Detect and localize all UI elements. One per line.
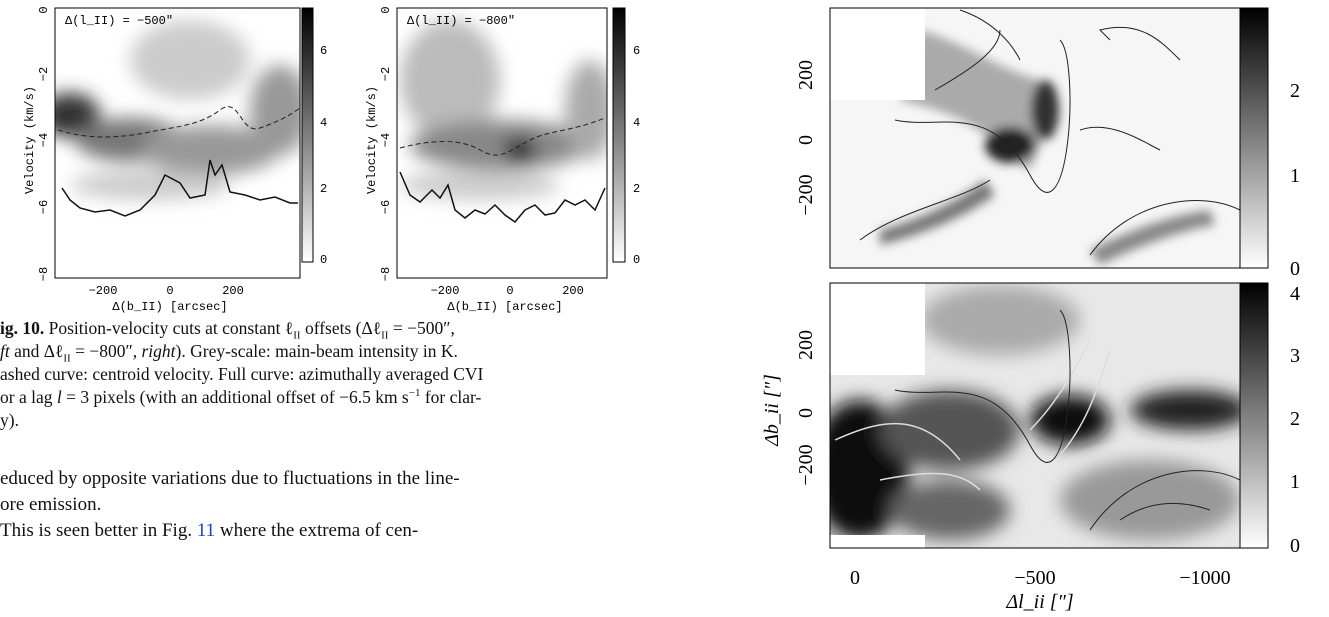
colorbar: [301, 7, 314, 263]
y-axis-label: Velocity (km/s): [365, 86, 379, 194]
colorbar-tick-label: 2: [633, 182, 640, 196]
caption-line: ft and ΔℓII = −800″, right). Grey-scale:…: [0, 341, 458, 365]
x-tick-label: 0: [506, 284, 513, 298]
intensity-map-top: [830, 8, 1240, 268]
panel-label: Δ(l_II) = −800″: [407, 14, 515, 28]
y-tick-label: 0: [795, 408, 817, 418]
y-tick-label: 0: [37, 6, 51, 13]
panel-label: Δ(l_II) = −500″: [65, 14, 173, 28]
y-tick-label: 200: [795, 60, 817, 90]
x-tick-label: 200: [562, 284, 584, 298]
colorbar-tick-label: 6: [320, 44, 327, 58]
y-tick-label: 0: [379, 6, 393, 13]
colorbar: [612, 7, 626, 263]
pv-map-1: [55, 8, 300, 278]
colorbar-tick-label: 3: [1290, 345, 1300, 367]
colorbar-tick-label: 1: [1290, 165, 1300, 187]
x-tick-label: −1000: [1179, 567, 1230, 589]
colorbar-tick-label: 0: [320, 253, 327, 267]
y-tick-label: −4: [379, 133, 393, 147]
x-axis-label: Δ(b_II) [arcsec]: [112, 300, 227, 314]
intensity-map-bottom: [830, 283, 1240, 548]
caption-line: ashed curve: centroid velocity. Full cur…: [0, 364, 484, 384]
y-tick-label: −200: [795, 444, 817, 485]
y-tick-label: −4: [37, 133, 51, 147]
x-axis-label: Δl_ii [″]: [1005, 591, 1073, 613]
colorbar-tick-label: 4: [633, 116, 640, 130]
y-tick-label: −2: [379, 67, 393, 81]
colorbar: [1239, 282, 1269, 549]
colorbar-tick-label: 4: [320, 116, 327, 130]
x-tick-label: 0: [850, 567, 860, 589]
x-tick-label: −200: [89, 284, 118, 298]
pv-map-2: [397, 8, 607, 278]
colorbar-tick-label: 2: [320, 182, 327, 196]
y-tick-label: −6: [379, 200, 393, 214]
x-tick-label: −200: [431, 284, 460, 298]
y-tick-label: 0: [795, 135, 817, 145]
body-line: educed by opposite variations due to flu…: [0, 468, 460, 489]
x-axis-label: Δ(b_II) [arcsec]: [447, 300, 562, 314]
colorbar-tick-label: 1: [1290, 471, 1300, 493]
colorbar-tick-label: 4: [1290, 283, 1300, 305]
colorbar-tick-label: 2: [1290, 80, 1300, 102]
caption-line: y).: [0, 410, 19, 430]
y-tick-label: −2: [37, 67, 51, 81]
colorbar-tick-label: 0: [633, 253, 640, 267]
x-tick-label: 200: [222, 284, 244, 298]
x-tick-label: −500: [1014, 567, 1055, 589]
body-line: This is seen better in Fig. 11 where the…: [0, 520, 419, 541]
y-tick-label: −8: [37, 267, 51, 281]
colorbar-tick-label: 0: [1290, 258, 1300, 280]
y-axis-label: Velocity (km/s): [23, 86, 37, 194]
y-tick-label: −200: [795, 174, 817, 215]
body-line: ore emission.: [0, 494, 102, 515]
colorbar-tick-label: 2: [1290, 408, 1300, 430]
colorbar-tick-label: 0: [1290, 535, 1300, 557]
colorbar-tick-label: 6: [633, 44, 640, 58]
caption-line: ig. 10. Position-velocity cuts at consta…: [0, 318, 455, 342]
x-tick-label: 0: [166, 284, 173, 298]
y-tick-label: 200: [795, 330, 817, 360]
y-axis-label: Δb_ii [″]: [761, 374, 783, 447]
y-tick-label: −6: [37, 200, 51, 214]
colorbar: [1239, 7, 1269, 269]
caption-line: or a lag l = 3 pixels (with an additiona…: [0, 387, 482, 407]
y-tick-label: −8: [379, 267, 393, 281]
